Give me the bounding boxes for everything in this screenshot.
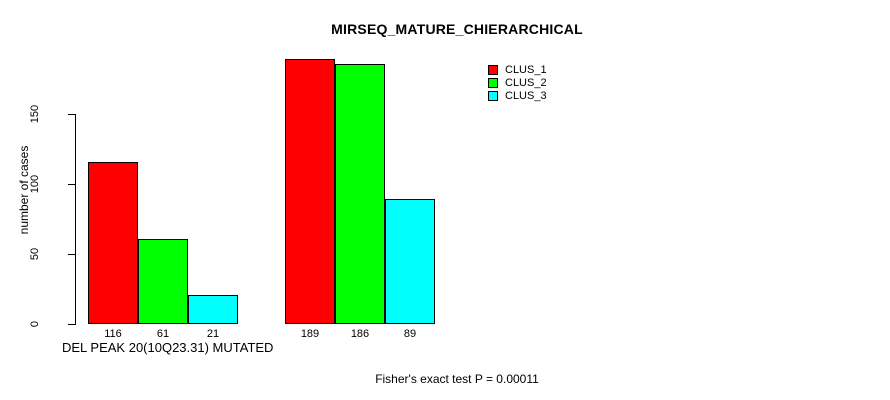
bar-clus_2-group2 (335, 63, 385, 324)
legend: CLUS_1 CLUS_2 CLUS_3 (488, 63, 547, 102)
y-tick-label: 50 (29, 247, 41, 261)
bar-value-label: 89 (403, 328, 417, 340)
bar-value-label: 189 (300, 328, 320, 340)
y-tick-mark (68, 184, 75, 185)
legend-swatch-clus_2 (488, 77, 498, 88)
legend-row: CLUS_3 (488, 89, 547, 102)
legend-row: CLUS_1 (488, 63, 547, 76)
y-tick-mark (68, 324, 75, 325)
legend-row: CLUS_2 (488, 76, 547, 89)
bar-value-label: 116 (104, 328, 122, 340)
bar-clus_3-group2 (385, 199, 435, 324)
bar-clus_1-group2 (285, 59, 335, 324)
bar-clus_1-group1 (88, 161, 138, 324)
legend-label: CLUS_2 (505, 76, 547, 89)
y-axis-line (75, 114, 76, 325)
x-axis-title: DEL PEAK 20(10Q23.31) MUTATED (62, 340, 274, 355)
bar-value-label: 21 (206, 328, 220, 340)
y-tick-label: 150 (29, 104, 41, 124)
bar-clus_2-group1 (138, 238, 188, 324)
bar-value-label: 186 (350, 328, 370, 340)
y-tick-mark (68, 114, 75, 115)
y-tick-label: 100 (29, 174, 41, 194)
bar-clus_3-group1 (188, 294, 238, 324)
legend-swatch-clus_3 (488, 90, 498, 101)
chart-title: MIRSEQ_MATURE_CHIERARCHICAL (331, 21, 583, 37)
legend-label: CLUS_1 (505, 63, 547, 76)
bar-value-label: 61 (156, 328, 170, 340)
y-tick-mark (68, 254, 75, 255)
annotation-text: Fisher's exact test P = 0.00011 (375, 372, 539, 386)
legend-swatch-clus_1 (488, 64, 498, 75)
legend-label: CLUS_3 (505, 89, 547, 102)
y-tick-label: 0 (29, 320, 41, 328)
